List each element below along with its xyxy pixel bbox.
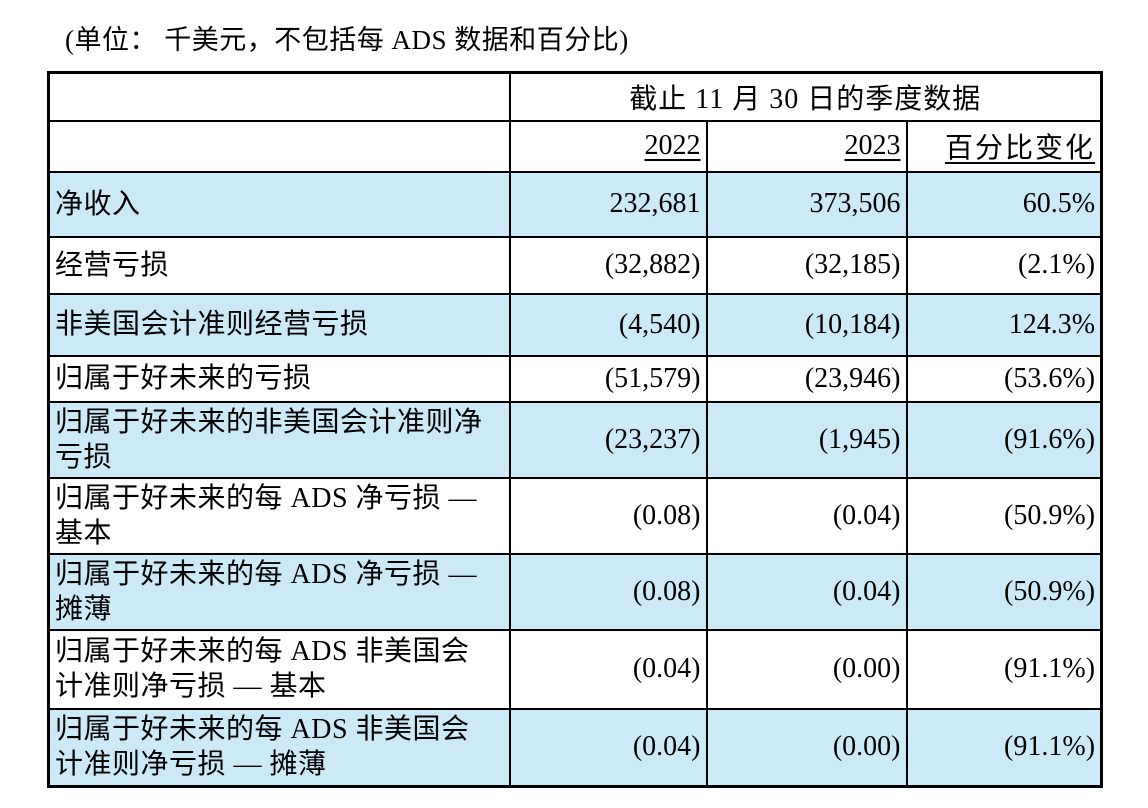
table-row-non-gaap-net-loss-per-ads-diluted: 归属于好未来的每 ADS 非美国会计准则净亏损 — 摊薄 (0.04) (0.0… (47, 707, 1103, 788)
value-2023-cell: (32,185) (705, 235, 908, 295)
value-2022-cell: (32,882) (508, 235, 708, 295)
value-2023-cell: (0.00) (705, 628, 908, 710)
value-2023-cell: 373,506 (705, 170, 908, 238)
value-2022-cell: (0.08) (508, 476, 708, 555)
row-label-cell: 经营亏损 (47, 235, 511, 295)
table-row-net-loss-per-ads-diluted: 归属于好未来的每 ADS 净亏损 — 摊薄 (0.08) (0.04) (50.… (47, 552, 1103, 631)
percent-change-cell: 60.5% (905, 170, 1103, 238)
column-header-percent-change: 百分比变化 (905, 119, 1103, 173)
table-row-non-gaap-net-loss-per-ads-basic: 归属于好未来的每 ADS 非美国会计准则净亏损 — 基本 (0.04) (0.0… (47, 628, 1103, 710)
quarterly-financials-table: 截止 11 月 30 日的季度数据 2022 2023 百分比变化 净收入 23… (47, 71, 1104, 788)
percent-change-cell: 124.3% (905, 292, 1103, 357)
value-2022-cell: (4,540) (508, 292, 708, 357)
row-label-cell: 净收入 (47, 170, 511, 238)
column-header-2023: 2023 (705, 119, 908, 173)
row-label-cell: 归属于好未来的每 ADS 非美国会计准则净亏损 — 摊薄 (47, 707, 511, 788)
percent-change-cell: (2.1%) (905, 235, 1103, 295)
period-header-row: 截止 11 月 30 日的季度数据 (47, 71, 1103, 122)
table-row-net-loss-per-ads-basic: 归属于好未来的每 ADS 净亏损 — 基本 (0.08) (0.04) (50.… (47, 476, 1103, 555)
value-2023-cell: (0.00) (705, 707, 908, 788)
percent-change-cell: (53.6%) (905, 354, 1103, 403)
percent-change-cell: (91.6%) (905, 400, 1103, 479)
value-2023-cell: (23,946) (705, 354, 908, 403)
header-stub-cell (47, 71, 511, 122)
period-title: 截止 11 月 30 日的季度数据 (508, 71, 1103, 122)
value-2022-cell: (0.04) (508, 707, 708, 788)
row-label-cell: 归属于好未来的每 ADS 净亏损 — 摊薄 (47, 552, 511, 631)
value-2022-cell: (0.04) (508, 628, 708, 710)
column-header-2023-label: 2023 (844, 130, 901, 161)
table-row-operating-loss: 经营亏损 (32,882) (32,185) (2.1%) (47, 235, 1103, 295)
value-2023-cell: (0.04) (705, 552, 908, 631)
table-row-non-gaap-operating-loss: 非美国会计准则经营亏损 (4,540) (10,184) 124.3% (47, 292, 1103, 357)
percent-change-cell: (50.9%) (905, 552, 1103, 631)
units-note: (单位： 千美元，不包括每 ADS 数据和百分比) (65, 25, 629, 55)
value-2023-cell: (10,184) (705, 292, 908, 357)
value-2022-cell: (51,579) (508, 354, 708, 403)
table-row-net-loss-attributable: 归属于好未来的亏损 (51,579) (23,946) (53.6%) (47, 354, 1103, 403)
row-label-cell: 归属于好未来的非美国会计准则净亏损 (47, 400, 511, 479)
value-2023-cell: (0.04) (705, 476, 908, 555)
header-stub-cell (47, 119, 511, 173)
value-2022-cell: (23,237) (508, 400, 708, 479)
row-label-cell: 非美国会计准则经营亏损 (47, 292, 511, 357)
row-label-cell: 归属于好未来的每 ADS 非美国会计准则净亏损 — 基本 (47, 628, 511, 710)
value-2022-cell: (0.08) (508, 552, 708, 631)
value-2023-cell: (1,945) (705, 400, 908, 479)
table-row-net-revenues: 净收入 232,681 373,506 60.5% (47, 170, 1103, 238)
value-2022-cell: 232,681 (508, 170, 708, 238)
column-header-percent-change-label: 百分比变化 (945, 133, 1096, 164)
column-header-2022-label: 2022 (644, 130, 701, 161)
column-header-2022: 2022 (508, 119, 708, 173)
percent-change-cell: (91.1%) (905, 628, 1103, 710)
percent-change-cell: (50.9%) (905, 476, 1103, 555)
column-header-row: 2022 2023 百分比变化 (47, 119, 1103, 173)
row-label-cell: 归属于好未来的每 ADS 净亏损 — 基本 (47, 476, 511, 555)
row-label-cell: 归属于好未来的亏损 (47, 354, 511, 403)
table-row-non-gaap-net-loss-attributable: 归属于好未来的非美国会计准则净亏损 (23,237) (1,945) (91.6… (47, 400, 1103, 479)
percent-change-cell: (91.1%) (905, 707, 1103, 788)
